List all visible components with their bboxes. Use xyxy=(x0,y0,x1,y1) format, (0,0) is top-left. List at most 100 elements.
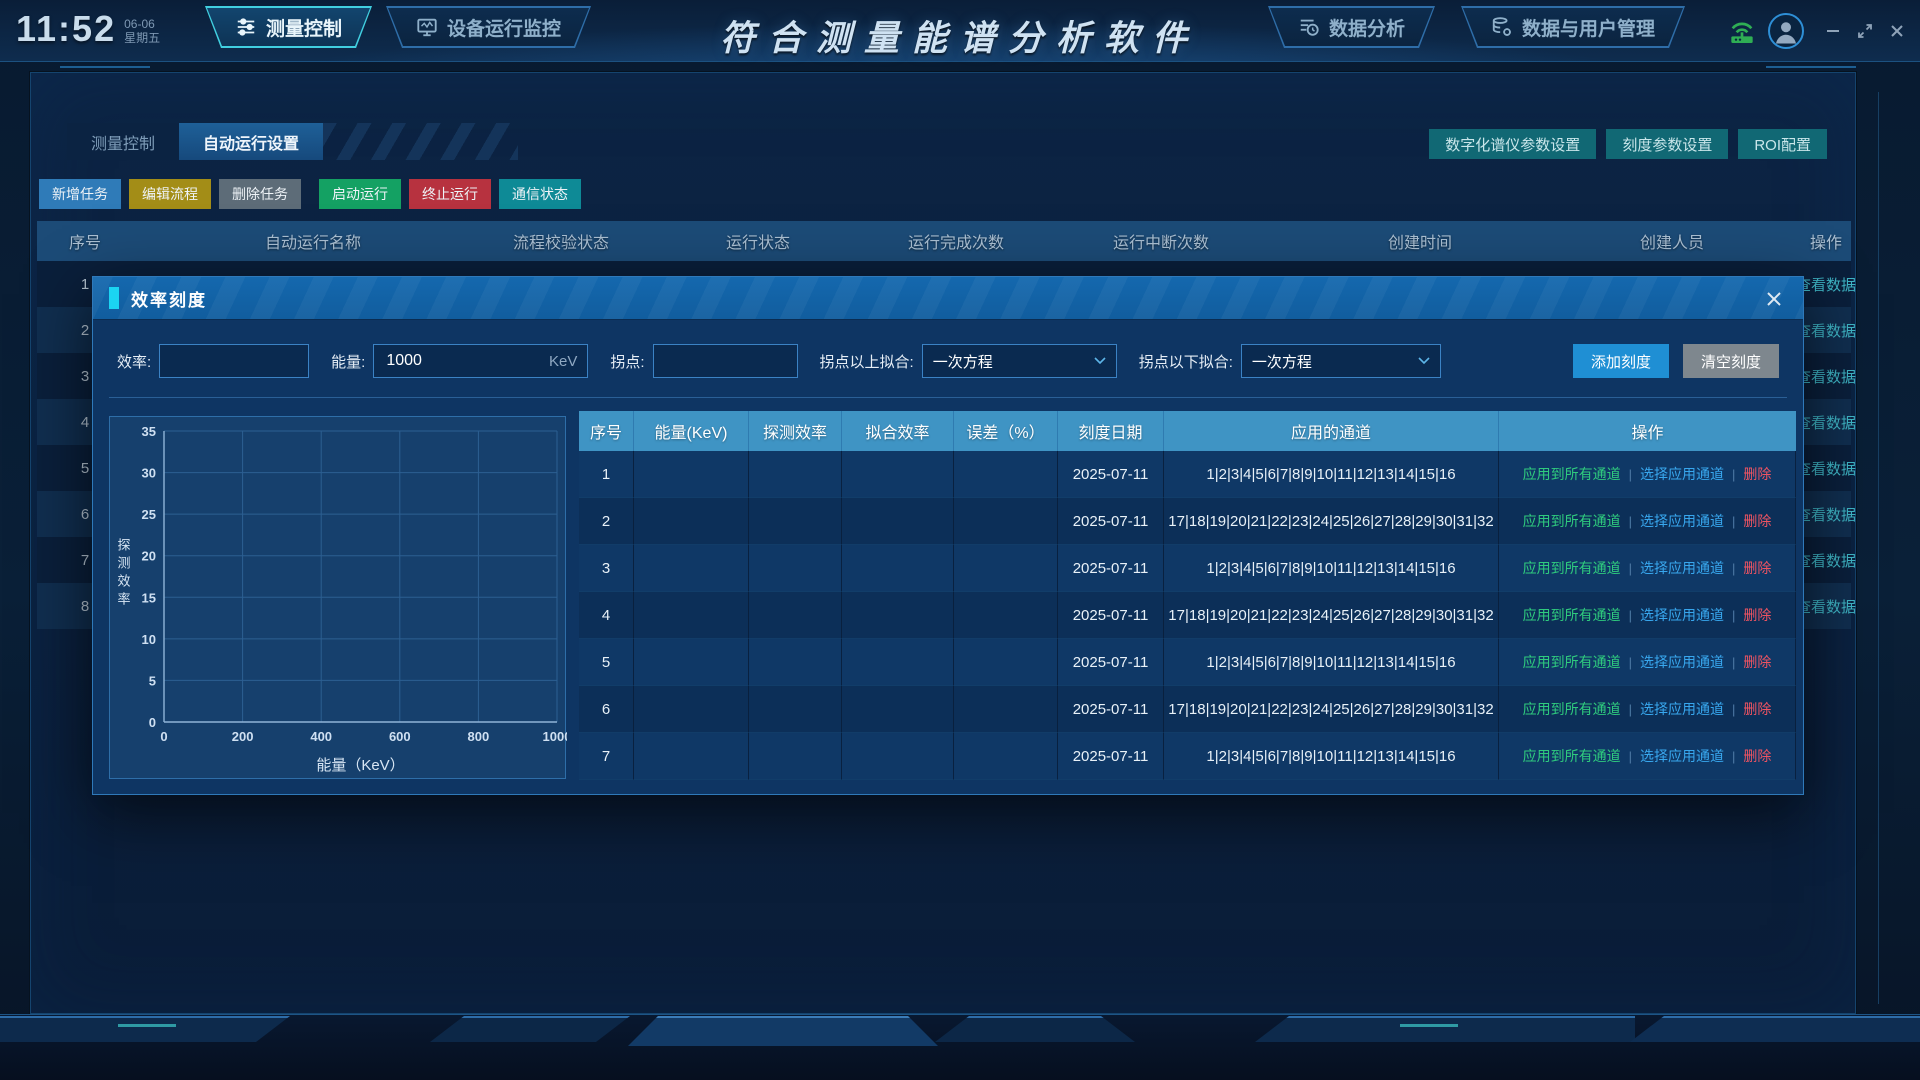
column-header: 应用的通道 xyxy=(1164,411,1499,451)
select-channels-link[interactable]: 选择应用通道 xyxy=(1640,513,1724,529)
view-data-link[interactable]: 查看数据 xyxy=(1796,598,1857,616)
select-channels-link[interactable]: 选择应用通道 xyxy=(1640,748,1724,764)
apply-all-channels-link[interactable]: 应用到所有通道 xyxy=(1522,701,1621,717)
toolbar-button-4[interactable]: 启动运行 xyxy=(319,179,401,209)
subtab-2[interactable]: 自动运行设置 xyxy=(179,123,324,160)
column-header: 刻度日期 xyxy=(1058,411,1164,451)
column-header: 运行完成次数 xyxy=(907,235,1004,252)
toolbar-button-5[interactable]: 终止运行 xyxy=(409,179,491,209)
delete-link[interactable]: 删除 xyxy=(1743,560,1772,576)
maximize-button[interactable] xyxy=(1852,18,1878,44)
frame-accent-left xyxy=(60,66,150,68)
calibration-table: 序号 能量(KeV) 探测效率 拟合效率 误差（%） 刻度日期 应用的通道 操作 1 2025-… xyxy=(579,411,1796,780)
svg-text:400: 400 xyxy=(310,729,332,744)
add-calibration-button[interactable]: 添加刻度 xyxy=(1572,344,1669,378)
app-header: 11:52 06-06 星期五 测量控制 设备运行监控 符合测量能谱分析软件 数据… xyxy=(0,0,1920,62)
monitor-icon xyxy=(416,16,438,38)
column-header: 自动运行名称 xyxy=(264,235,361,252)
user-avatar[interactable] xyxy=(1768,13,1804,49)
energy-input[interactable] xyxy=(384,351,543,371)
delete-link[interactable]: 删除 xyxy=(1743,466,1772,482)
chevron-down-icon xyxy=(1094,357,1106,365)
delete-link[interactable]: 删除 xyxy=(1743,701,1772,717)
view-data-link[interactable]: 查看数据 xyxy=(1796,276,1857,294)
view-data-link[interactable]: 查看数据 xyxy=(1796,460,1857,478)
clear-calibration-button[interactable]: 清空刻度 xyxy=(1682,344,1779,378)
page-title: 符合测量能谱分析软件 xyxy=(719,19,1201,58)
calibration-chart-panel: 0 200 400 600 800 1000 0 5 10 15 20 25 30 35 能量（KeV） 探测… xyxy=(109,416,567,779)
column-header: 能量(KeV) xyxy=(634,411,749,451)
main-table-header: 序号 自动运行名称 流程校验状态 运行状态 运行完成次数 运行中断次数 创建时间 创建人员 操作 xyxy=(37,221,1851,261)
delete-link[interactable]: 删除 xyxy=(1743,513,1772,529)
svg-text:600: 600 xyxy=(389,729,411,744)
dialog-accent-bar xyxy=(109,287,119,309)
apply-all-channels-link[interactable]: 应用到所有通道 xyxy=(1522,748,1621,764)
efficiency-input[interactable] xyxy=(170,351,299,371)
column-header: 拟合效率 xyxy=(842,411,954,451)
nav-tab-label: 数据与用户管理 xyxy=(1522,18,1656,40)
column-header: 操作 xyxy=(1631,425,1664,442)
nav-tab-2[interactable]: 设备运行监控 xyxy=(386,6,591,48)
svg-text:5: 5 xyxy=(149,673,156,688)
svg-text:20: 20 xyxy=(142,549,156,564)
select-channels-link[interactable]: 选择应用通道 xyxy=(1640,466,1724,482)
column-header: 误差（%） xyxy=(954,411,1058,451)
energy-unit: KeV xyxy=(548,352,578,370)
dialog-close-icon[interactable] xyxy=(1761,286,1787,312)
view-data-link[interactable]: 查看数据 xyxy=(1796,552,1857,570)
view-data-link[interactable]: 查看数据 xyxy=(1796,322,1857,340)
svg-text:35: 35 xyxy=(142,424,156,439)
subtab-1[interactable]: 测量控制 xyxy=(67,123,180,160)
settings-button-3[interactable]: ROI配置 xyxy=(1738,129,1827,159)
view-data-link[interactable]: 查看数据 xyxy=(1796,368,1857,386)
nav-tab-4[interactable]: 数据与用户管理 xyxy=(1461,6,1685,48)
svg-text:10: 10 xyxy=(142,632,156,647)
calibration-chart: 0 200 400 600 800 1000 0 5 10 15 20 25 30 35 能量（KeV） 探测… xyxy=(117,424,567,774)
apply-all-channels-link[interactable]: 应用到所有通道 xyxy=(1522,607,1621,623)
svg-text:探测效率: 探测效率 xyxy=(117,538,130,607)
select-channels-link[interactable]: 选择应用通道 xyxy=(1640,560,1724,576)
subtab-bar: 测量控制 自动运行设置 xyxy=(67,123,519,160)
nav-tab-label: 测量控制 xyxy=(266,18,343,40)
apply-all-channels-link[interactable]: 应用到所有通道 xyxy=(1522,513,1621,529)
apply-all-channels-link[interactable]: 应用到所有通道 xyxy=(1522,654,1621,670)
calibration-table-header: 序号 能量(KeV) 探测效率 拟合效率 误差（%） 刻度日期 应用的通道 操作 xyxy=(579,411,1796,451)
database-gear-icon xyxy=(1491,16,1513,38)
nav-tab-3[interactable]: 数据分析 xyxy=(1268,6,1435,48)
delete-link[interactable]: 删除 xyxy=(1743,607,1772,623)
nav-tab-1[interactable]: 测量控制 xyxy=(205,6,372,48)
clock-weekday: 星期五 xyxy=(124,31,161,45)
settings-button-2[interactable]: 刻度参数设置 xyxy=(1606,129,1729,159)
toolbar-button-3[interactable]: 删除任务 xyxy=(219,179,301,209)
frame-line-right-outer xyxy=(1893,92,1896,1004)
view-data-link[interactable]: 查看数据 xyxy=(1796,414,1857,432)
inflection-input[interactable] xyxy=(663,351,787,371)
toolbar-button-6[interactable]: 通信状态 xyxy=(499,179,581,209)
calibration-row: 2 2025-07-11 17|18|19|20|21|22|23|24|25|26… xyxy=(579,498,1796,545)
delete-link[interactable]: 删除 xyxy=(1743,654,1772,670)
minimize-button[interactable] xyxy=(1820,18,1846,44)
column-header: 运行状态 xyxy=(725,235,790,252)
fit-above-select[interactable]: 一次方程 xyxy=(921,344,1117,378)
nav-tab-label: 设备运行监控 xyxy=(447,18,562,40)
apply-all-channels-link[interactable]: 应用到所有通道 xyxy=(1522,560,1621,576)
main-nav-right: 数据分析 数据与用户管理 xyxy=(1268,6,1685,48)
close-window-button[interactable] xyxy=(1884,18,1910,44)
svg-text:30: 30 xyxy=(142,466,156,481)
toolbar-button-2[interactable]: 编辑流程 xyxy=(129,179,211,209)
dialog-title: 效率刻度 xyxy=(131,290,207,310)
energy-label: 能量: xyxy=(331,353,366,371)
connection-icon[interactable] xyxy=(1726,0,1758,62)
delete-link[interactable]: 删除 xyxy=(1743,748,1772,764)
fit-below-select[interactable]: 一次方程 xyxy=(1240,344,1441,378)
select-channels-link[interactable]: 选择应用通道 xyxy=(1640,654,1724,670)
svg-text:15: 15 xyxy=(142,590,156,605)
view-data-link[interactable]: 查看数据 xyxy=(1796,506,1857,524)
select-channels-link[interactable]: 选择应用通道 xyxy=(1640,607,1724,623)
settings-button-1[interactable]: 数字化谱仪参数设置 xyxy=(1429,129,1597,159)
svg-text:能量（KeV）: 能量（KeV） xyxy=(316,757,404,774)
select-channels-link[interactable]: 选择应用通道 xyxy=(1640,701,1724,717)
apply-all-channels-link[interactable]: 应用到所有通道 xyxy=(1522,466,1621,482)
toolbar-button-1[interactable]: 新增任务 xyxy=(39,179,121,209)
